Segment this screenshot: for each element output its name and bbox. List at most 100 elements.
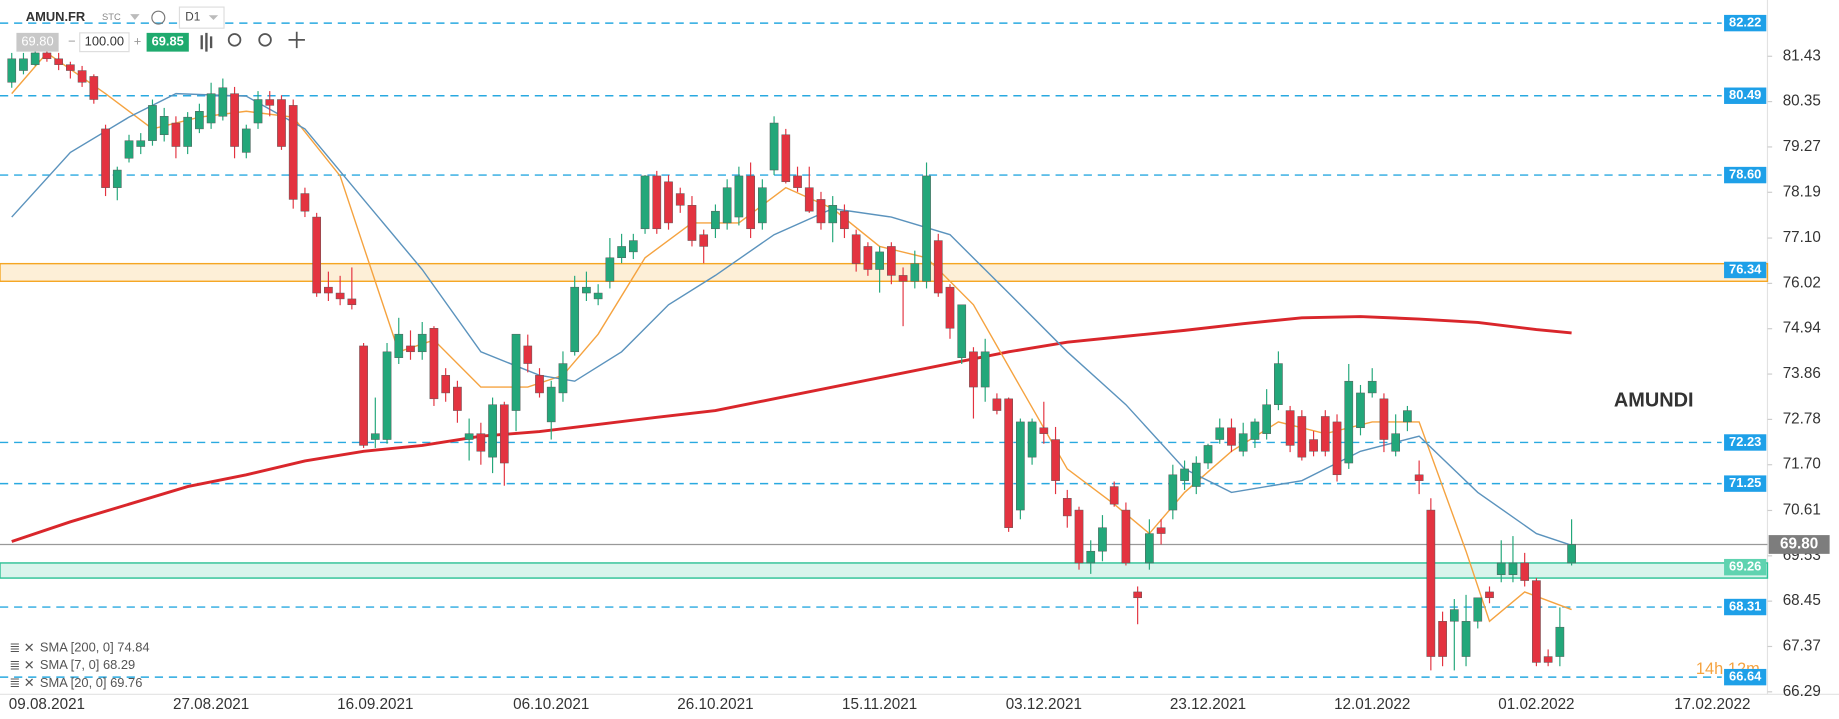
candle-body <box>253 99 263 124</box>
candle-body <box>148 105 157 141</box>
candle-body <box>1016 421 1025 511</box>
zoom-out-icon[interactable] <box>227 33 242 47</box>
candle-body <box>1262 404 1271 434</box>
info-icon[interactable] <box>151 10 166 25</box>
candle-body <box>206 93 216 124</box>
x-tick-label: 16.09.2021 <box>337 696 413 713</box>
level-label: 66.64 <box>1729 669 1762 684</box>
candle-body <box>769 122 779 171</box>
candle-body <box>1532 580 1541 663</box>
candle-body <box>1180 468 1189 481</box>
candle-body <box>324 286 333 294</box>
candle-body <box>675 193 685 206</box>
candle-body <box>1109 486 1119 505</box>
candle-body <box>628 240 638 253</box>
candle-body <box>640 175 650 230</box>
minus[interactable]: − <box>68 34 76 49</box>
candle-body <box>370 433 380 440</box>
candle-body <box>1520 562 1530 581</box>
chart-type-icon[interactable] <box>200 32 213 52</box>
legend-icon[interactable]: ≣ ✕ <box>9 640 34 655</box>
x-tick-label: 01.02.2022 <box>1498 696 1574 713</box>
candle-body <box>945 286 955 329</box>
candle-body <box>1461 621 1471 657</box>
candle-body <box>1156 527 1166 534</box>
candle-body <box>1133 591 1142 599</box>
candle-body <box>1367 380 1377 394</box>
candle-body <box>546 386 556 423</box>
candle-body <box>183 116 192 147</box>
candle-body <box>417 333 427 353</box>
x-tick-label: 27.08.2021 <box>173 696 249 713</box>
y-tick-label: 66.29 <box>1783 683 1821 700</box>
ask: 69.85 <box>152 34 184 49</box>
ask-box[interactable] <box>146 32 189 52</box>
zone <box>0 562 1769 579</box>
y-tick-label: 70.61 <box>1783 502 1821 519</box>
candle-body <box>687 205 697 241</box>
level-label-box <box>1724 668 1767 686</box>
x-tick-label: 23.12.2021 <box>1170 696 1246 713</box>
overlay: 14h 12m81.4380.3579.2778.1977.1076.0274.… <box>9 15 1830 713</box>
candle-body <box>1309 439 1318 452</box>
candle-body <box>19 58 28 71</box>
x-tick-label: 09.08.2021 <box>9 696 85 713</box>
candle-body <box>1438 621 1447 657</box>
candle-body <box>499 404 509 464</box>
y-tick-label: 80.35 <box>1783 93 1821 110</box>
candle-body <box>347 298 357 306</box>
crosshair-icon[interactable] <box>288 31 305 49</box>
candle-body <box>1414 474 1424 481</box>
volume-box[interactable] <box>79 32 130 53</box>
candle-body <box>1238 433 1248 452</box>
legend-icon[interactable]: ≣ ✕ <box>9 675 34 690</box>
candle-body <box>851 234 861 264</box>
zoom-in-icon[interactable] <box>258 33 272 47</box>
level-label-box <box>1724 87 1767 104</box>
candle-body <box>218 87 228 117</box>
candle-body <box>335 292 345 300</box>
candle-body <box>441 375 451 394</box>
candle-body <box>429 328 439 400</box>
candle-body <box>1039 427 1049 434</box>
interval-select[interactable] <box>178 6 225 29</box>
candle-body <box>617 246 626 259</box>
candle-body <box>511 333 521 411</box>
level-label: 82.22 <box>1729 15 1761 30</box>
dropdown-icon[interactable] <box>130 14 140 20</box>
level-label-box <box>1724 434 1767 451</box>
candle-body <box>277 99 286 147</box>
candle-body <box>793 175 802 188</box>
candle-body <box>957 304 967 358</box>
legend-value: 74.84 <box>117 640 149 655</box>
y-tick-label: 76.02 <box>1783 274 1821 291</box>
x-tick-label: 17.02.2022 <box>1674 696 1750 713</box>
symbol[interactable]: AMUN.FR <box>26 9 86 24</box>
candle-body <box>535 375 544 394</box>
y-tick-label: 74.94 <box>1783 320 1822 337</box>
y-tick-label: 68.45 <box>1783 592 1821 609</box>
legend-value: 68.29 <box>103 658 135 673</box>
watermark: AMUNDI <box>1614 389 1694 411</box>
last-price-box <box>1768 535 1830 554</box>
zone-label-box <box>1724 558 1767 576</box>
candle-body <box>746 175 755 230</box>
bid-box[interactable] <box>16 32 59 52</box>
candle-body <box>124 140 134 159</box>
candle-body <box>464 433 474 440</box>
candle-body <box>828 205 838 224</box>
candle-body <box>1332 421 1342 476</box>
candle-body <box>840 210 849 230</box>
candle-body <box>1473 597 1483 622</box>
candle-body <box>1379 398 1389 440</box>
candle-body <box>488 404 497 458</box>
legend-icon[interactable]: ≣ ✕ <box>9 658 34 673</box>
candle-body <box>664 181 673 224</box>
candle-body <box>1555 626 1565 657</box>
candle-body <box>1215 427 1225 440</box>
plus[interactable]: + <box>134 34 142 49</box>
candle-body <box>66 64 75 71</box>
candle-body <box>30 52 40 65</box>
candle-body <box>863 246 873 270</box>
